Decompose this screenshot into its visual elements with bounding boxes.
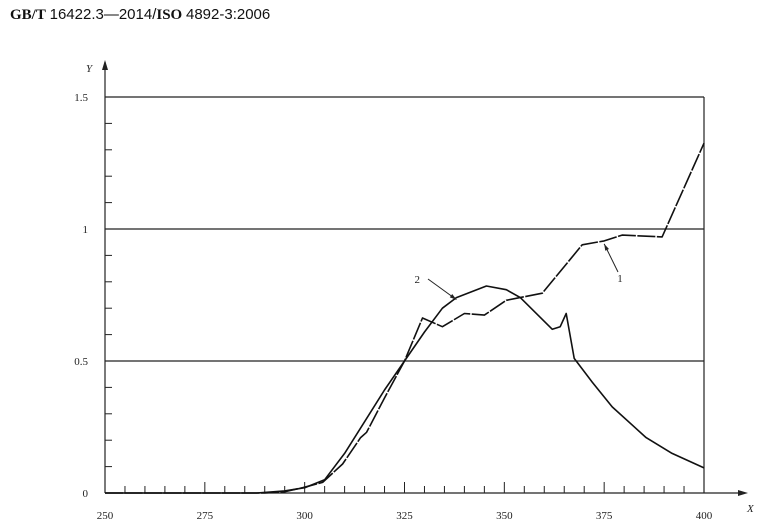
annotations: 12 (415, 243, 623, 301)
x-tick-label: 375 (596, 510, 613, 522)
iso-number: 4892-3:2006 (185, 6, 271, 23)
standard-prefix: GB/T (10, 7, 46, 23)
document-header: GB/T 16422.3—2014/ISO 4892-3:2006 (10, 6, 270, 24)
y-axis-label: Y (86, 63, 94, 75)
x-tick-label: 275 (197, 510, 214, 522)
x-tick-label: 300 (296, 510, 313, 522)
series (105, 142, 705, 494)
y-axis-arrow (102, 60, 108, 70)
annotation-arrowhead (449, 294, 457, 300)
x-axis-label: X (746, 503, 755, 515)
axes (102, 60, 748, 496)
y-tick-label: 1 (83, 224, 89, 236)
grid (105, 96, 705, 493)
series-line-1 (105, 142, 705, 494)
x-tick-label: 325 (396, 510, 413, 522)
annotation-label: 1 (617, 273, 623, 285)
x-axis-arrow (738, 490, 748, 496)
annotation-label: 2 (415, 274, 421, 286)
y-tick-label: 0 (83, 488, 89, 500)
annotation-arrowhead (604, 243, 609, 251)
x-tick-label: 350 (496, 510, 513, 522)
x-tick-label: 250 (97, 510, 114, 522)
ticks: 250 275 300 325 350 375 400 0 0.5 1 1.5 (74, 92, 713, 522)
x-tick-label: 400 (696, 510, 713, 522)
series-line-2 (105, 285, 705, 494)
y-tick-label: 1.5 (74, 92, 88, 104)
y-tick-label: 0.5 (74, 356, 88, 368)
iso-prefix: ISO (156, 7, 183, 23)
standard-number: 16422.3—2014/ (49, 6, 157, 23)
